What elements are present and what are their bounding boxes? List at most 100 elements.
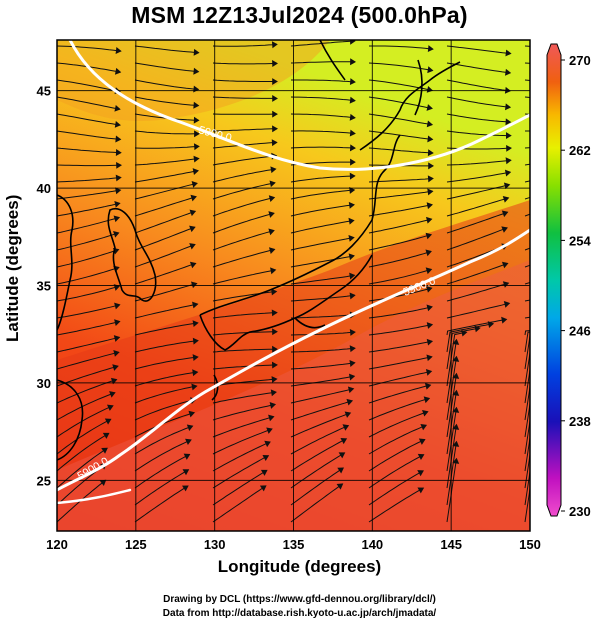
streamline-arrowhead bbox=[501, 261, 509, 269]
streamline-arrowhead bbox=[350, 158, 356, 166]
streamline-arrowhead bbox=[337, 467, 345, 474]
streamline-arrowhead bbox=[112, 364, 119, 371]
streamline bbox=[212, 182, 276, 200]
streamline-arrowhead bbox=[503, 301, 511, 308]
streamline-arrowhead bbox=[186, 424, 194, 432]
streamline-arrowhead bbox=[260, 469, 268, 476]
streamline-arrowhead bbox=[418, 438, 426, 445]
streamline-arrowhead bbox=[268, 211, 275, 218]
colorbar-tick-270: 270 bbox=[569, 53, 591, 68]
streamline bbox=[134, 439, 192, 472]
streamline-arrowhead bbox=[192, 168, 199, 175]
streamline bbox=[290, 483, 343, 523]
streamline-arrowhead bbox=[191, 181, 198, 188]
streamline bbox=[446, 424, 457, 489]
streamline bbox=[446, 113, 511, 123]
streamline-arrowhead bbox=[583, 167, 588, 172]
streamline bbox=[368, 424, 427, 455]
streamline-arrowhead bbox=[194, 130, 200, 138]
streamline-arrowhead bbox=[192, 301, 199, 309]
streamline bbox=[57, 232, 119, 251]
streamline-arrowhead bbox=[585, 112, 589, 117]
streamline bbox=[212, 391, 277, 404]
streamline bbox=[290, 314, 355, 319]
streamline bbox=[134, 130, 199, 135]
streamline bbox=[134, 356, 198, 370]
streamline-arrowhead bbox=[424, 382, 432, 390]
streamline-arrowhead bbox=[189, 261, 197, 269]
streamline bbox=[57, 321, 120, 336]
streamline-arrowhead bbox=[266, 427, 273, 434]
streamline bbox=[290, 61, 356, 64]
streamline bbox=[212, 428, 273, 455]
streamline bbox=[212, 312, 277, 319]
lat-tick-25: 25 bbox=[37, 473, 51, 488]
streamline bbox=[134, 469, 189, 506]
streamline-arrowhead bbox=[487, 321, 495, 328]
streamline bbox=[134, 226, 195, 251]
streamline bbox=[446, 282, 509, 302]
streamline-arrowhead bbox=[349, 144, 356, 152]
streamline-arrowhead bbox=[338, 452, 346, 459]
streamline bbox=[290, 375, 355, 387]
streamline bbox=[212, 364, 277, 370]
streamline bbox=[57, 351, 119, 370]
streamline-arrowhead bbox=[348, 235, 355, 242]
streamline bbox=[134, 454, 190, 489]
streamline-arrowhead bbox=[349, 359, 356, 367]
streamline bbox=[134, 385, 197, 404]
streamline-arrowhead bbox=[581, 195, 586, 200]
streamline bbox=[212, 331, 277, 336]
streamline-arrowhead bbox=[192, 369, 199, 377]
streamline-arrowhead bbox=[271, 376, 278, 383]
colorbar-tick-238: 238 bbox=[569, 414, 591, 429]
streamline-arrowhead bbox=[349, 129, 356, 137]
streamline-arrowhead bbox=[102, 432, 110, 439]
streamline bbox=[368, 397, 430, 421]
contour-5900 bbox=[57, 40, 530, 505]
lat-tick-45: 45 bbox=[37, 84, 51, 99]
streamline-arrowhead bbox=[268, 228, 275, 236]
streamline-arrowhead bbox=[110, 377, 118, 385]
streamline-arrowhead bbox=[426, 120, 434, 128]
streamline bbox=[57, 164, 122, 167]
streamline bbox=[57, 249, 119, 268]
streamline bbox=[369, 45, 433, 50]
streamline-arrowhead bbox=[262, 454, 270, 462]
streamline-arrowhead bbox=[113, 215, 121, 223]
streamline bbox=[290, 220, 354, 234]
streamline bbox=[57, 336, 120, 353]
streamline-arrowhead bbox=[272, 78, 278, 85]
streamline-arrowhead bbox=[271, 361, 278, 369]
streamline-arrowhead bbox=[582, 266, 587, 271]
streamline bbox=[134, 96, 199, 107]
streamline-arrowhead bbox=[423, 396, 431, 404]
streamline-arrowhead bbox=[452, 457, 460, 464]
streamline bbox=[290, 113, 355, 119]
streamline-arrowhead bbox=[426, 338, 434, 346]
streamline-arrowhead bbox=[272, 95, 278, 102]
streamline-arrowhead bbox=[189, 209, 197, 217]
streamline bbox=[368, 340, 433, 353]
streamline-arrowhead bbox=[427, 188, 434, 196]
streamline-arrowhead bbox=[272, 125, 278, 133]
streamline bbox=[212, 155, 277, 166]
streamline bbox=[290, 204, 355, 217]
streamline bbox=[57, 392, 115, 421]
streamline bbox=[134, 182, 198, 200]
streamline-arrowhead bbox=[501, 226, 508, 233]
streamline bbox=[57, 147, 121, 154]
streamline-arrowhead bbox=[193, 155, 200, 163]
coastlines bbox=[57, 40, 461, 461]
streamline-arrowhead bbox=[425, 267, 433, 275]
streamline-arrowhead bbox=[114, 319, 121, 326]
streamline bbox=[290, 331, 355, 336]
streamline-arrowhead bbox=[348, 217, 355, 225]
credit-data: Data from http://database.rish.kyoto-u.a… bbox=[162, 608, 437, 619]
streamline-arrowhead bbox=[452, 355, 460, 362]
streamline-arrowhead bbox=[193, 101, 200, 109]
streamline-arrowhead bbox=[349, 172, 356, 180]
streamline-arrowhead bbox=[115, 135, 122, 143]
streamline-arrowhead bbox=[270, 267, 277, 275]
